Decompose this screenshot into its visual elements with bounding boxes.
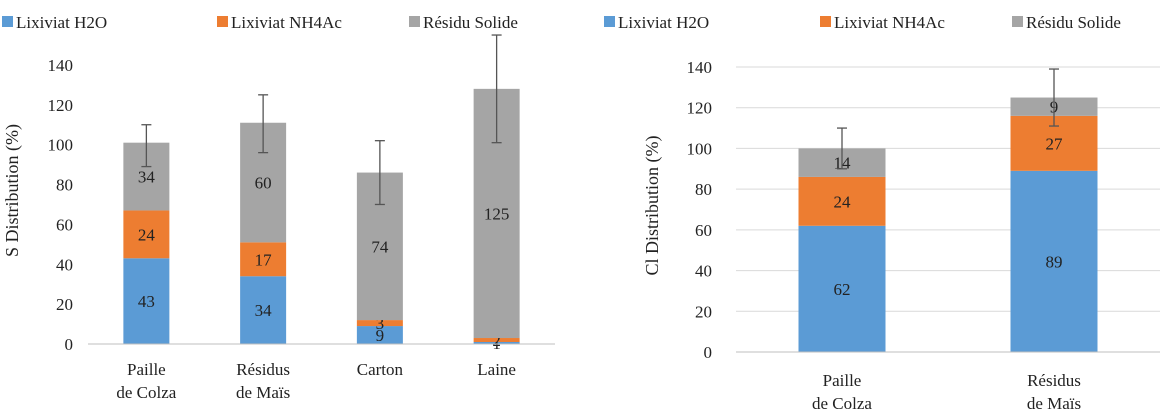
x-tick-label-1-1: Paille — [823, 371, 862, 390]
y-tick-label-2: 40 — [56, 255, 73, 274]
y-tick-label-6: 120 — [687, 99, 713, 118]
y-tick-label-3: 60 — [695, 221, 712, 240]
legend-label-1: Lixiviat H2O — [16, 13, 107, 32]
x-tick-label-3-1: Carton — [357, 360, 404, 379]
legend-swatch-1 — [604, 16, 615, 27]
data-label-1-3: 34 — [138, 168, 156, 187]
data-label-1-1: 62 — [834, 280, 851, 299]
s-distribution-chart: Lixiviat H2O Lixiviat NH4Ac Résidu Solide 0… — [0, 0, 560, 417]
bar-2-series-1 — [240, 276, 287, 344]
bar-1-series-2 — [798, 176, 886, 226]
data-label-3-3: 74 — [371, 237, 389, 256]
legend-swatch-3 — [409, 16, 420, 27]
y-tick-label-1: 20 — [56, 295, 73, 314]
legend-label-1: Lixiviat H2O — [618, 13, 709, 32]
y-tick-label-5: 100 — [687, 139, 713, 158]
bar-3-series-2 — [356, 320, 403, 327]
data-label-4-2: 2 — [492, 331, 501, 350]
bar-2-series-2 — [240, 242, 287, 277]
x-tick-label-1-2: de Colza — [812, 394, 872, 413]
bar-4-series-2 — [473, 338, 520, 343]
legend-label-3: Résidu Solide — [1026, 13, 1121, 32]
y-axis-title: S Distribution (%) — [2, 124, 23, 257]
y-tick-label-7: 140 — [687, 58, 713, 77]
y-tick-label-0: 0 — [704, 343, 713, 362]
y-tick-label-4: 80 — [695, 180, 712, 199]
x-tick-label-2-2: de Maïs — [1027, 394, 1081, 413]
x-tick-label-1-1: Paille — [127, 360, 166, 379]
bar-1-series-1 — [798, 225, 886, 352]
data-label-3-2: 3 — [376, 314, 385, 333]
bar-4-series-1 — [473, 342, 520, 344]
bar-2-series-1 — [1010, 170, 1098, 352]
y-tick-label-4: 80 — [56, 176, 73, 195]
y-tick-label-7: 140 — [48, 56, 74, 75]
y-tick-label-1: 20 — [695, 302, 712, 321]
y-tick-label-3: 60 — [56, 215, 73, 234]
data-label-2-1: 34 — [255, 301, 273, 320]
error-bar-2 — [1049, 68, 1059, 127]
y-tick-label-5: 100 — [48, 136, 74, 155]
data-label-1-1: 43 — [138, 292, 155, 311]
y-tick-label-0: 0 — [65, 335, 74, 354]
y-axis-title: Cl Distribution (%) — [642, 136, 663, 276]
s-distribution-svg: Lixiviat H2O Lixiviat NH4Ac Résidu Solide 0… — [2, 13, 555, 402]
data-label-1-2: 24 — [138, 225, 156, 244]
legend-swatch-2 — [820, 16, 831, 27]
error-bar-2 — [258, 94, 269, 154]
data-label-2-1: 89 — [1046, 252, 1063, 271]
error-bar-4 — [491, 34, 502, 144]
bar-1-series-2 — [123, 210, 170, 259]
legend-label-3: Résidu Solide — [423, 13, 518, 32]
data-label-4-3: 125 — [484, 204, 510, 223]
legend-label-2: Lixiviat NH4Ac — [231, 13, 342, 32]
legend-swatch-2 — [217, 16, 228, 27]
legend-swatch-3 — [1012, 16, 1023, 27]
y-tick-label-6: 120 — [48, 96, 74, 115]
bar-1-series-1 — [123, 258, 170, 344]
x-tick-label-1-2: de Colza — [116, 383, 176, 402]
y-tick-label-2: 40 — [695, 262, 712, 281]
error-bar-1 — [837, 127, 847, 170]
x-tick-label-2-1: Résidus — [236, 360, 290, 379]
x-tick-label-4-1: Laine — [477, 360, 516, 379]
data-label-2-2: 17 — [255, 250, 273, 269]
data-label-2-3: 60 — [255, 174, 272, 193]
cl-distribution-chart: Lixiviat H2O Lixiviat NH4Ac Résidu Solide 0… — [600, 0, 1164, 417]
cl-distribution-svg: Lixiviat H2O Lixiviat NH4Ac Résidu Solide 0… — [604, 13, 1160, 413]
data-label-2-2: 27 — [1046, 134, 1064, 153]
bar-3-series-1 — [356, 326, 403, 344]
error-bar-3 — [374, 140, 385, 206]
data-label-3-1: 9 — [376, 326, 385, 345]
legend-swatch-1 — [2, 16, 13, 27]
x-tick-label-2-2: de Maïs — [236, 383, 290, 402]
error-bar-1 — [141, 124, 152, 168]
data-label-1-2: 24 — [834, 192, 852, 211]
legend-label-2: Lixiviat NH4Ac — [834, 13, 945, 32]
x-tick-label-2-1: Résidus — [1027, 371, 1081, 390]
